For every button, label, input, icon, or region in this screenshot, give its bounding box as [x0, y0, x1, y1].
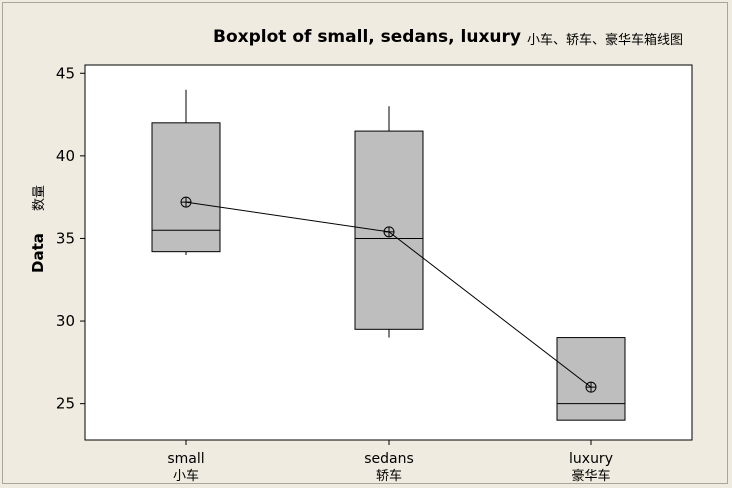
x-tick-label: luxury: [569, 451, 613, 467]
chart-title-cn: 小车、轿车、豪华车箱线图: [527, 33, 684, 48]
box-luxury: [556, 337, 626, 421]
mean-marker: [383, 226, 395, 238]
y-tick-label: 45: [56, 64, 75, 82]
box-iqr: [151, 122, 221, 253]
mean-markers-group: [180, 196, 597, 393]
x-tick-label-cn: 轿车: [376, 468, 402, 484]
boxes-group: [151, 89, 626, 421]
y-tick-label: 30: [56, 312, 75, 330]
mean-marker: [585, 381, 597, 393]
y-axis-label-cn: 数量: [32, 185, 47, 211]
y-tick-label: 40: [56, 147, 75, 165]
box-sedans: [354, 106, 424, 338]
x-tick-label-cn: 豪华车: [571, 468, 610, 484]
mean-marker: [180, 196, 192, 208]
y-axis: 25 30 35 40 45: [56, 64, 85, 413]
box-iqr: [354, 130, 424, 330]
x-tick-label: small: [167, 451, 204, 467]
x-tick-label-cn: 小车: [173, 468, 199, 484]
x-tick-label: sedans: [364, 451, 414, 467]
chart-frame: [2, 2, 728, 484]
chart-title: Boxplot of small, sedans, luxury: [213, 27, 522, 47]
box-iqr: [556, 337, 626, 421]
y-axis-label: Data: [29, 233, 47, 273]
y-tick-label: 35: [56, 229, 75, 247]
y-tick-label: 25: [56, 395, 75, 413]
box-small: [151, 89, 221, 255]
